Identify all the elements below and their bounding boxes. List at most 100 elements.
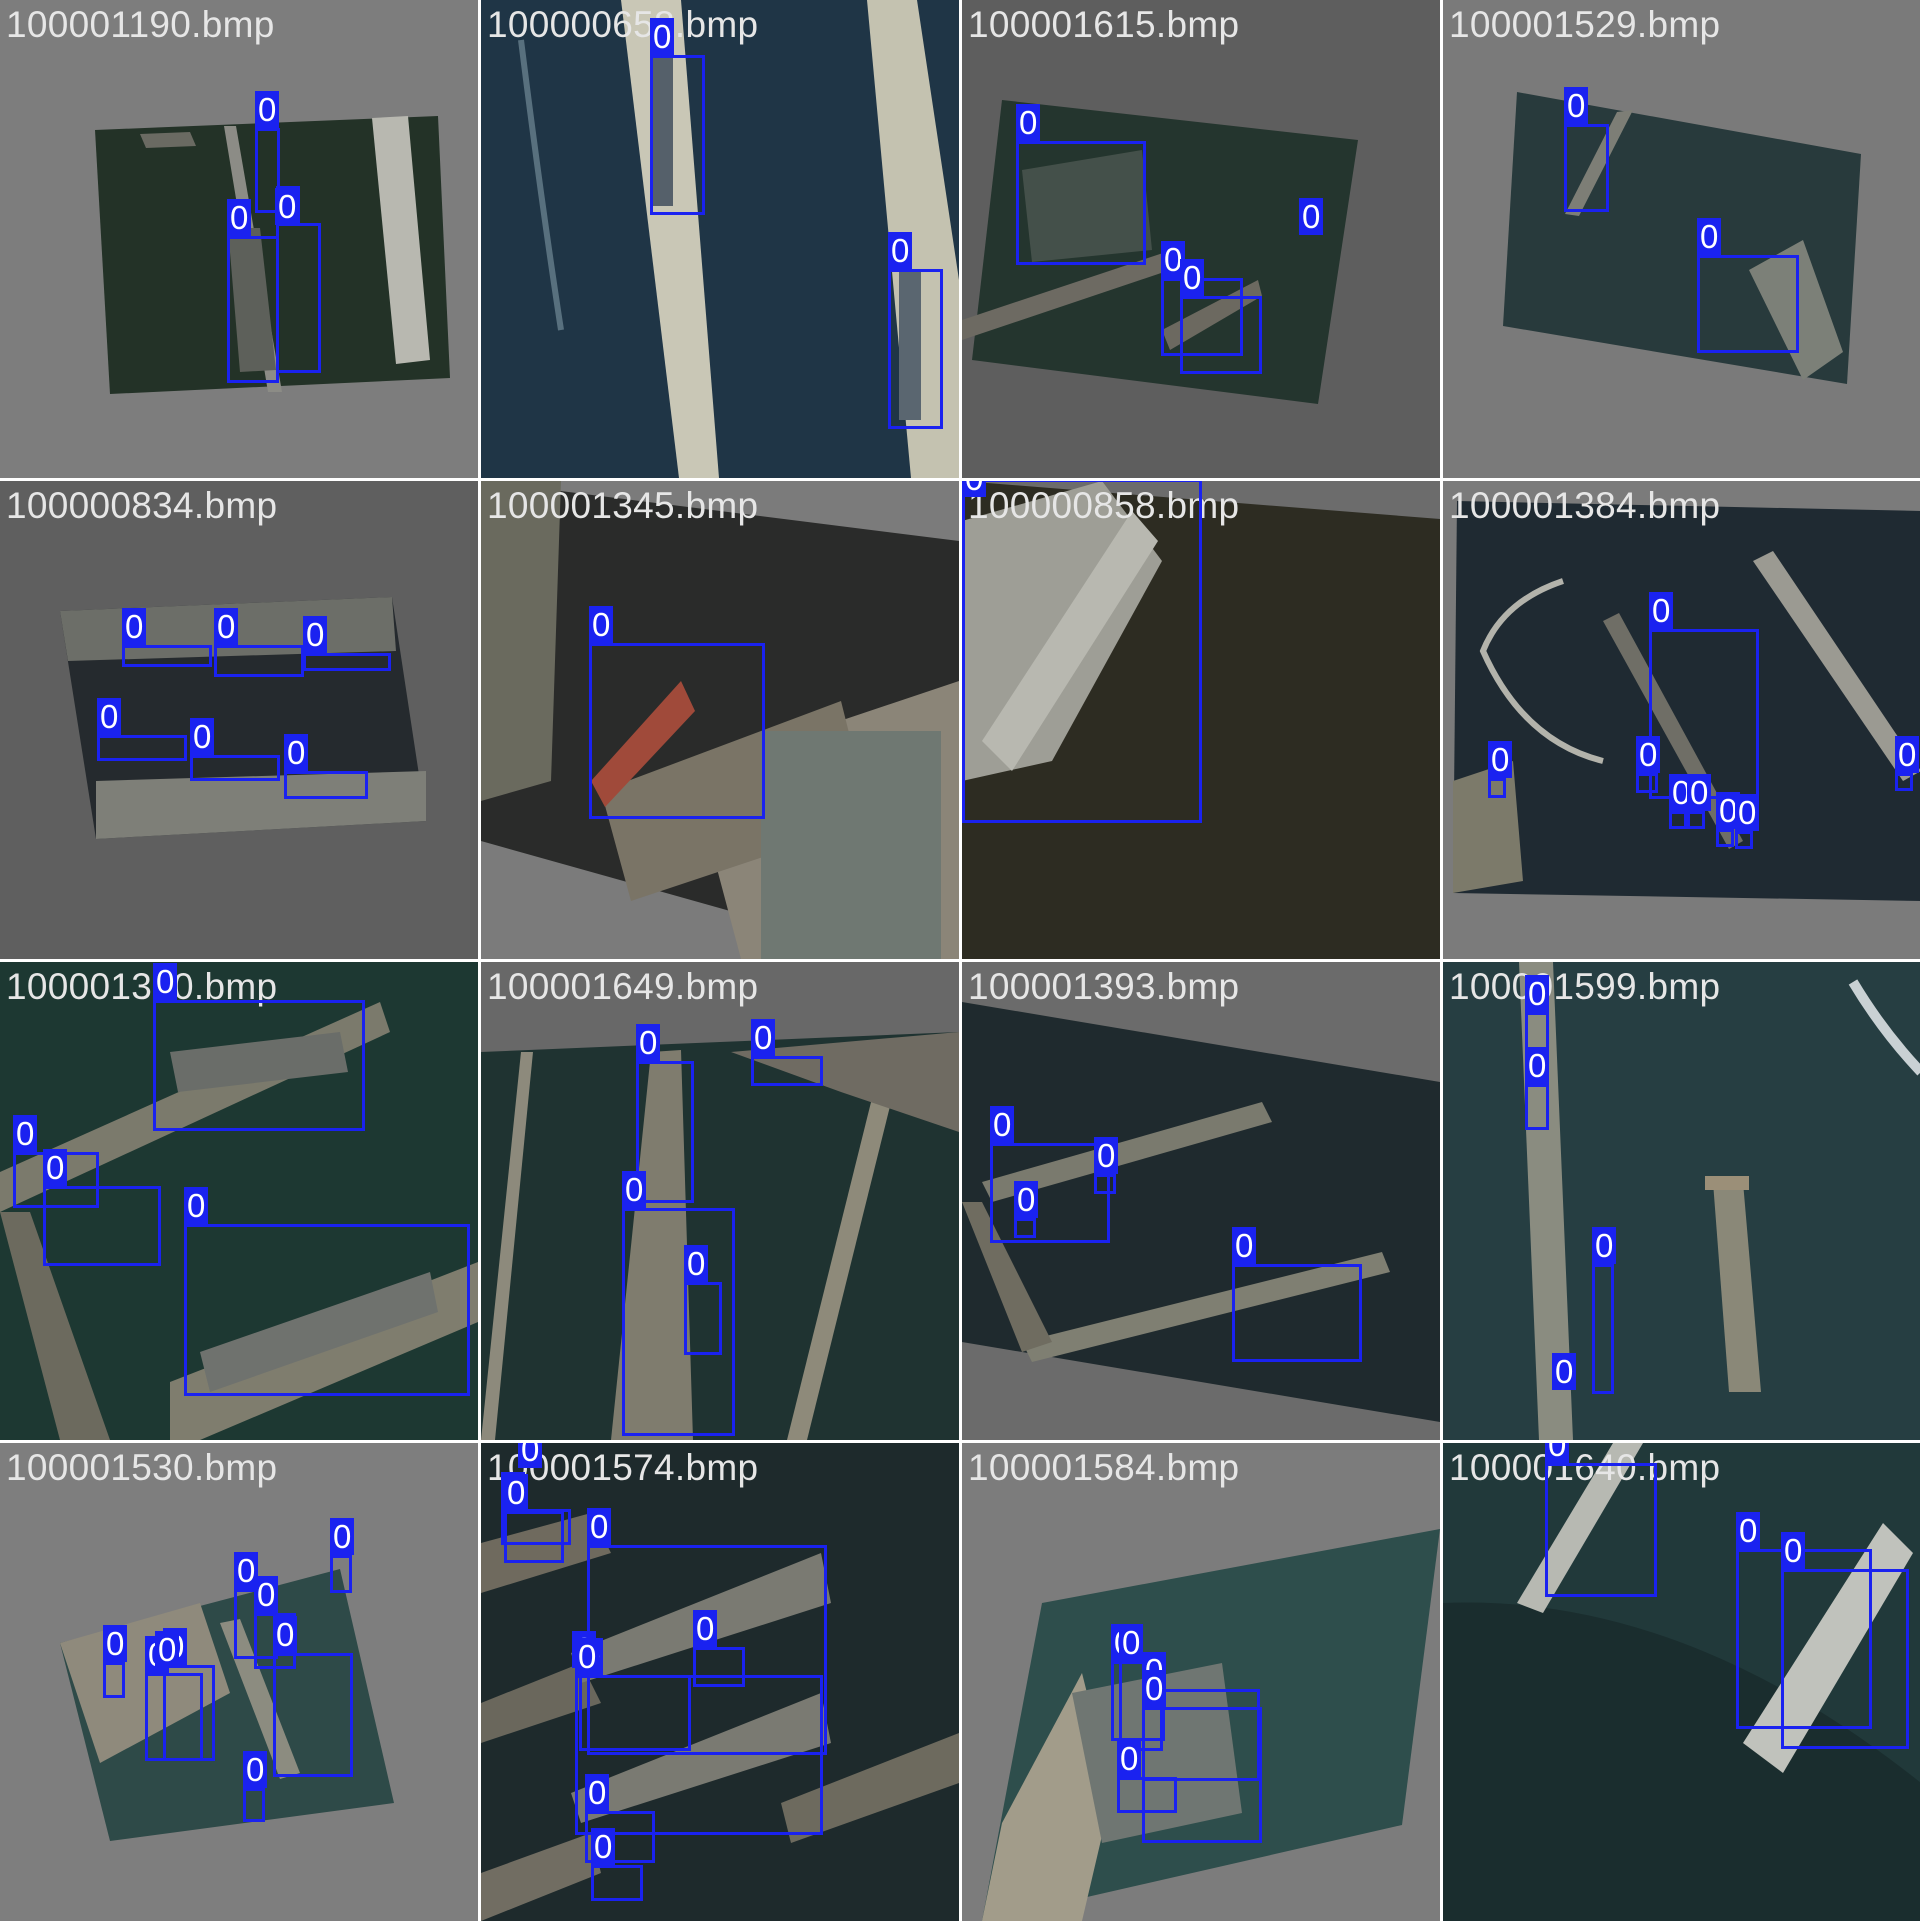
class-label: 0	[1525, 1047, 1550, 1084]
aerial-photo	[60, 597, 426, 839]
mosaic-tile: 100000834.bmp 0 0 0 0 0 0	[0, 481, 478, 959]
detection-box: 0	[243, 1751, 268, 1822]
mosaic-tile: 100001584.bmp 0 0 0 0 0	[962, 1443, 1440, 1921]
class-label: 0	[1232, 1227, 1257, 1264]
class-label: 0	[751, 1019, 776, 1056]
detection-box: 0	[273, 1616, 353, 1777]
class-label: 0	[1564, 87, 1589, 124]
image-filename: 100001599.bmp	[1449, 966, 1721, 1007]
detection-box: 0	[1016, 104, 1146, 265]
detection-box: 0	[1895, 736, 1920, 791]
aerial-photo	[982, 1529, 1440, 1921]
detection-box: 0	[1736, 1512, 1872, 1729]
detection-box: 0	[303, 616, 391, 671]
class-label: 0	[888, 232, 913, 269]
detection-box: 0	[284, 734, 368, 799]
mosaic-tile: 100001529.bmp 0 0	[1443, 0, 1920, 478]
class-label: 0	[693, 1610, 718, 1647]
class-label: 0	[1687, 774, 1712, 811]
class-label: 0	[1649, 592, 1674, 629]
image-filename: 100001584.bmp	[968, 1447, 1240, 1488]
class-label: 0	[1735, 794, 1760, 831]
mosaic-tile: 100001345.bmp 0	[481, 481, 959, 959]
mosaic-tile: 100000858.bmp 0	[962, 481, 1440, 959]
detection-box: 0	[589, 606, 765, 819]
image-filename: 100001393.bmp	[968, 966, 1240, 1007]
class-label: 0	[504, 1474, 529, 1511]
class-label: 0	[255, 91, 280, 128]
class-label: 0	[585, 1774, 610, 1811]
detection-box: 0	[1525, 975, 1550, 1072]
mosaic-tile: 100001574.bmp 0 0 0 0 0 0 0 0 0 0	[481, 1443, 959, 1921]
class-label: 0	[122, 608, 147, 645]
class-label: 0	[284, 734, 309, 771]
class-label: 0	[1014, 1181, 1039, 1218]
class-label: 0	[303, 616, 328, 653]
class-label: 0	[43, 1149, 68, 1186]
detection-box: 0	[962, 481, 1202, 823]
detection-box: 0	[1232, 1227, 1362, 1362]
detection-box: 0	[751, 1019, 823, 1086]
detection-box: 0	[1117, 1740, 1177, 1813]
detection-box: 0	[575, 1638, 823, 1835]
detection-box: 0	[1687, 774, 1712, 829]
class-label: 0	[1545, 1443, 1570, 1463]
detection-box: 0	[636, 1024, 694, 1203]
image-filename: 100000834.bmp	[6, 485, 278, 526]
aerial-photo	[481, 481, 959, 959]
detection-box: 0	[1735, 794, 1760, 849]
class-label: 0	[1119, 1624, 1144, 1661]
image-filename: 100001190.bmp	[6, 4, 275, 45]
aerial-photo	[95, 116, 450, 394]
image-filename: 100000658.bmp	[487, 4, 759, 45]
class-label: 0	[1552, 1353, 1577, 1390]
class-label: 0	[214, 608, 239, 645]
class-label: 0	[1180, 259, 1205, 296]
mosaic-tile: 100001599.bmp 0 0 0 0	[1443, 962, 1920, 1440]
class-label: 0	[190, 718, 215, 755]
mosaic-tile: 100001530.bmp 0 0 0 0 0 0 0 0 0	[0, 1443, 478, 1921]
mosaic-tile: 100001615.bmp 0 0 0 0	[962, 0, 1440, 478]
detection-box: 0	[153, 963, 365, 1131]
class-label: 0	[153, 963, 178, 1000]
detection-box: 0	[13, 1115, 99, 1208]
image-filename: 100001530.bmp	[6, 1447, 278, 1488]
aerial-photo	[481, 1032, 959, 1440]
detection-box: 0	[227, 199, 279, 383]
detection-box: 0	[1697, 218, 1799, 353]
image-filename: 100001615.bmp	[968, 4, 1240, 45]
class-label: 0	[650, 18, 675, 55]
detection-box: 0	[1592, 1227, 1617, 1394]
class-label: 0	[1016, 104, 1041, 141]
detection-box: 0	[190, 718, 280, 781]
class-label: 0	[1094, 1137, 1119, 1174]
detection-box: 0	[1180, 259, 1262, 374]
image-filename: 100001649.bmp	[487, 966, 759, 1007]
class-label: 0	[273, 1616, 298, 1653]
detection-box: 0	[163, 1628, 215, 1761]
mosaic-tile: 100001190.bmp 0 0 0 0	[0, 0, 478, 478]
detection-box: 0	[1545, 1443, 1657, 1597]
detection-box: 0	[591, 1828, 643, 1901]
class-label: 0	[518, 1443, 543, 1468]
detection-box: 0	[1669, 774, 1694, 829]
detection-box: 0	[43, 1149, 161, 1266]
class-label: 0	[103, 1625, 128, 1662]
detection-box: 0	[184, 1187, 470, 1396]
detection-box: 0	[1094, 1137, 1119, 1194]
aerial-photo	[60, 1569, 394, 1841]
detection-box: 0	[650, 18, 705, 215]
class-label: 0	[1142, 1670, 1167, 1707]
class-label: 0	[275, 188, 300, 225]
detection-box: 0	[684, 1245, 722, 1355]
detection-box: 0	[214, 608, 304, 677]
class-label: 0	[330, 1518, 355, 1555]
class-label: 0	[990, 1106, 1015, 1143]
mosaic-tile: 100000658.bmp 0 0	[481, 0, 959, 478]
detection-box: 0	[1014, 1181, 1039, 1238]
aerial-photo	[1443, 1443, 1920, 1921]
detection-box: 0	[1142, 1670, 1262, 1843]
class-label: 0	[254, 1576, 279, 1613]
mosaic-tile: 100001393.bmp 0 0 0 0	[962, 962, 1440, 1440]
class-label: 0	[591, 1828, 616, 1865]
